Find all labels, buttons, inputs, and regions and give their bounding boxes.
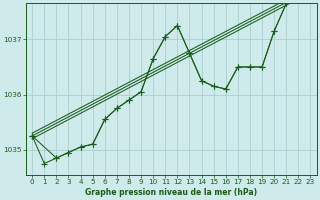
X-axis label: Graphe pression niveau de la mer (hPa): Graphe pression niveau de la mer (hPa) [85,188,257,197]
